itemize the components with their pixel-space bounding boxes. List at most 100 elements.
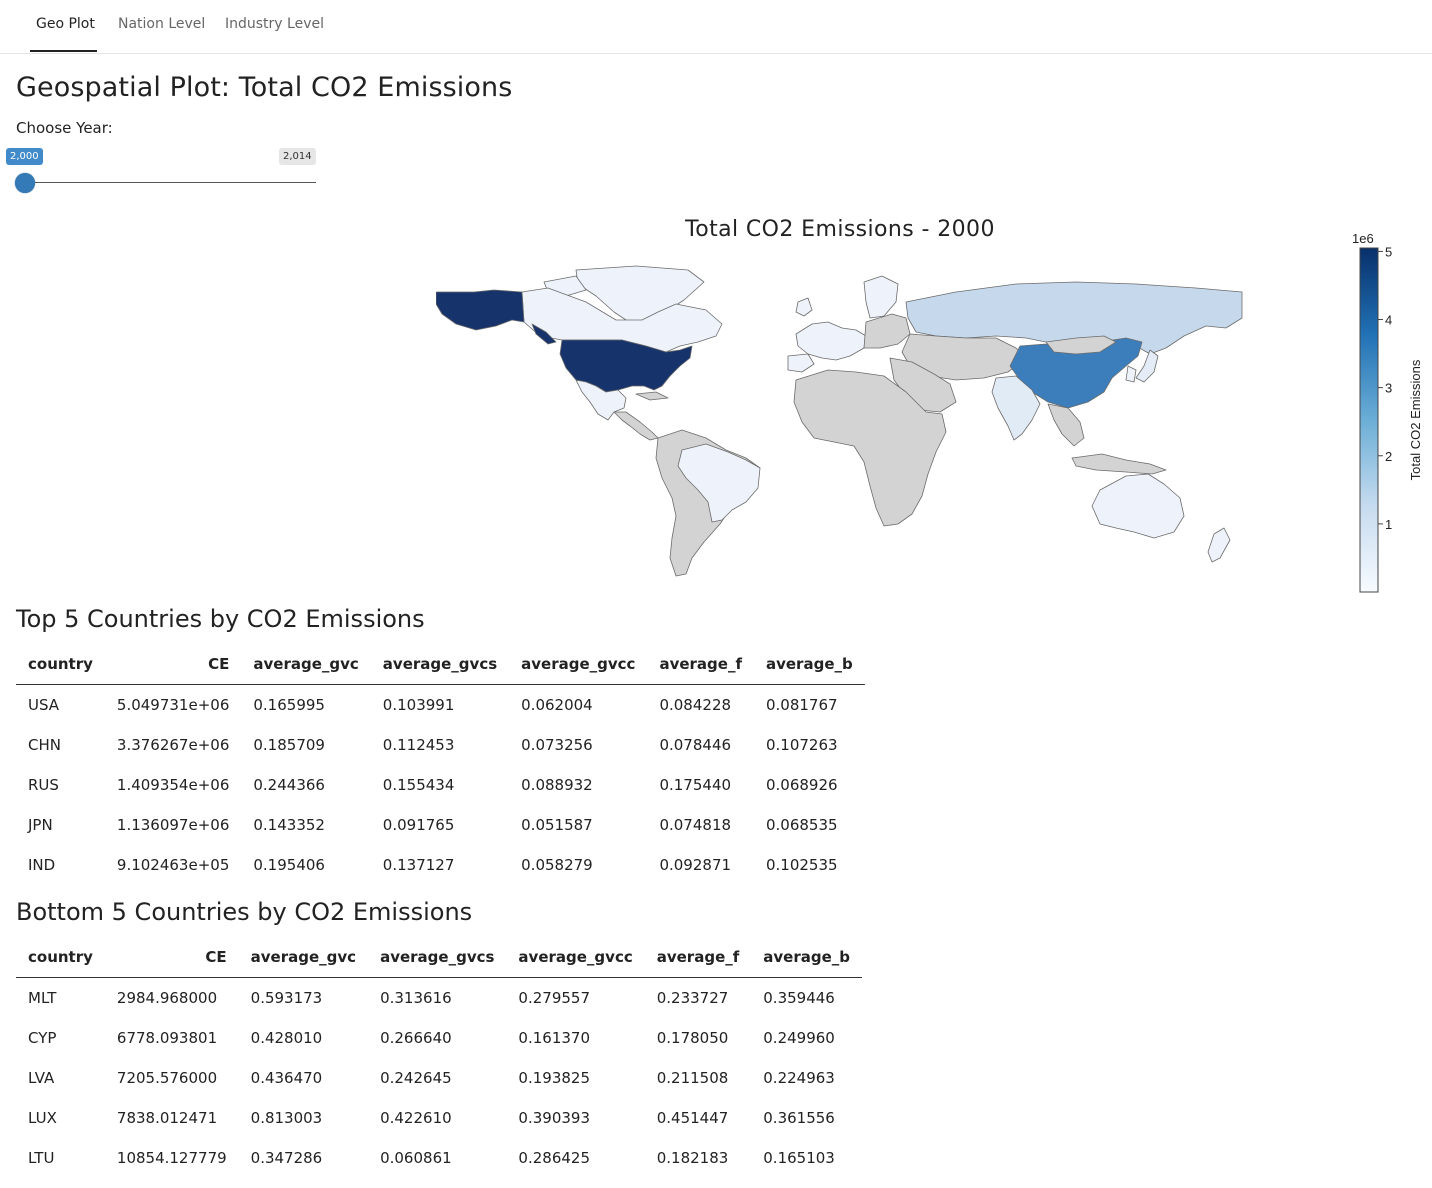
tab-geo-plot[interactable]: Geo Plot xyxy=(36,16,95,32)
map-caribbean xyxy=(635,391,669,401)
tab-nation-level[interactable]: Nation Level xyxy=(118,16,206,32)
active-tab-indicator xyxy=(30,50,97,52)
slider-value-label: 2,000 xyxy=(6,148,43,165)
table-cell-average_gvc: 0.593173 xyxy=(250,989,323,1007)
table-cell-average_f: 0.078446 xyxy=(659,736,732,754)
table-cell-average_f: 0.092871 xyxy=(659,856,732,874)
map-country-australia xyxy=(1091,473,1185,539)
table-cell-ce: 10854.127779 xyxy=(116,1149,227,1167)
map-title: Total CO2 Emissions - 2000 xyxy=(685,217,995,242)
column-header-average_b: average_b xyxy=(753,644,865,685)
column-header-average_gvcc: average_gvcc xyxy=(506,937,645,978)
column-header-country: country xyxy=(16,937,105,978)
colorbar-tick-label: 4 xyxy=(1385,313,1392,328)
table-cell-country: RUS xyxy=(28,776,59,794)
table-cell-average_gvcc: 0.062004 xyxy=(521,696,593,714)
table-cell-average_gvc: 0.185709 xyxy=(253,736,325,754)
table-cell-country: LTU xyxy=(28,1149,55,1167)
table-cell-country: IND xyxy=(28,856,56,874)
tab-industry-level[interactable]: Industry Level xyxy=(225,16,324,32)
map-central-america xyxy=(613,411,659,441)
table-cell-country: USA xyxy=(28,696,60,714)
table-row: IND 9.102463e+05 0.195406 0.137127 0.058279 0… xyxy=(16,845,865,885)
table-cell-average_b: 0.359446 xyxy=(763,989,835,1007)
world-map[interactable] xyxy=(436,262,1244,580)
table-cell-ce: 1.409354e+06 xyxy=(116,776,230,794)
table-cell-average_gvc: 0.165995 xyxy=(253,696,325,714)
table-cell-average_gvcs: 0.060861 xyxy=(380,1149,452,1167)
map-country-brazil[interactable] xyxy=(677,443,761,523)
column-header-average_gvcc: average_gvcc xyxy=(509,644,648,685)
table-cell-average_gvc: 0.436470 xyxy=(250,1069,323,1087)
table-cell-ce: 2984.968000 xyxy=(116,989,218,1007)
table-cell-average_gvcs: 0.137127 xyxy=(382,856,455,874)
colorbar-gradient xyxy=(1359,247,1379,593)
table-cell-average_gvcs: 0.091765 xyxy=(382,816,455,834)
table-row: LTU 10854.127779 0.347286 0.060861 0.286425 0… xyxy=(16,1138,862,1178)
map-iberia xyxy=(787,353,815,373)
column-header-average_f: average_f xyxy=(647,644,754,685)
column-header-average_b: average_b xyxy=(751,937,863,978)
table-cell-average_b: 0.249960 xyxy=(763,1029,835,1047)
map-country-india[interactable] xyxy=(991,375,1041,441)
table-cell-average_gvcs: 0.155434 xyxy=(382,776,455,794)
map-country-usa-alaska[interactable] xyxy=(436,289,525,331)
table-cell-average_gvcc: 0.073256 xyxy=(521,736,593,754)
table-row: LUX 7838.012471 0.813003 0.422610 0.390393 0.… xyxy=(16,1098,862,1138)
map-alaska-tail xyxy=(531,323,557,345)
table-cell-average_gvc: 0.143352 xyxy=(253,816,325,834)
map-country-korea xyxy=(1125,365,1137,383)
map-country-mexico[interactable] xyxy=(575,379,627,421)
table-row: LVA 7205.576000 0.436470 0.242645 0.193825 0.… xyxy=(16,1058,862,1098)
table-cell-average_f: 0.211508 xyxy=(656,1069,729,1087)
colorbar-title: Total CO2 Emissions xyxy=(1408,359,1423,480)
table-cell-average_gvcc: 0.279557 xyxy=(518,989,590,1007)
table-cell-average_gvcs: 0.242645 xyxy=(380,1069,452,1087)
table-cell-average_f: 0.084228 xyxy=(659,696,732,714)
table-row: JPN 1.136097e+06 0.143352 0.091765 0.051587 0… xyxy=(16,805,865,845)
column-header-country: country xyxy=(16,644,105,685)
table-cell-average_f: 0.178050 xyxy=(656,1029,729,1047)
colorbar: 1e6 1 2 3 4 5 Total CO2 Emissions xyxy=(1352,231,1423,593)
table-cell-average_gvcc: 0.051587 xyxy=(521,816,593,834)
table-cell-average_f: 0.175440 xyxy=(659,776,732,794)
page-title: Geospatial Plot: Total CO2 Emissions xyxy=(16,72,513,103)
table-cell-country: CHN xyxy=(28,736,61,754)
table-row: CYP 6778.093801 0.428010 0.266640 0.161370 0.… xyxy=(16,1018,862,1058)
table-cell-country: CYP xyxy=(28,1029,57,1047)
top-countries-table: country CE average_gvc average_gvcs average_… xyxy=(16,644,865,885)
table-cell-ce: 6778.093801 xyxy=(116,1029,218,1047)
table-row: MLT 2984.968000 0.593173 0.313616 0.279557 0.… xyxy=(16,978,862,1019)
slider-handle[interactable] xyxy=(15,173,35,193)
bottom-table-title: Bottom 5 Countries by CO2 Emissions xyxy=(16,898,473,926)
map-country-mongolia xyxy=(1045,335,1117,355)
bottom-countries-table: country CE average_gvc average_gvcs average_… xyxy=(16,937,863,1178)
year-slider-label: Choose Year: xyxy=(16,119,113,137)
table-cell-average_gvcc: 0.193825 xyxy=(518,1069,590,1087)
table-row: USA 5.049731e+06 0.165995 0.103991 0.062004 0… xyxy=(16,685,865,726)
map-scandinavia xyxy=(863,275,899,319)
colorbar-tick-label: 1 xyxy=(1385,517,1392,532)
table-cell-average_b: 0.068926 xyxy=(765,776,838,794)
table-cell-ce: 5.049731e+06 xyxy=(116,696,230,714)
table-cell-average_b: 0.081767 xyxy=(765,696,838,714)
table-cell-average_gvcs: 0.266640 xyxy=(380,1029,452,1047)
table-cell-average_gvc: 0.347286 xyxy=(250,1149,323,1167)
table-cell-ce: 9.102463e+05 xyxy=(116,856,230,874)
map-country-japan[interactable] xyxy=(1135,349,1159,383)
table-cell-average_b: 0.068535 xyxy=(765,816,838,834)
table-row: RUS 1.409354e+06 0.244366 0.155434 0.088932 0… xyxy=(16,765,865,805)
tab-bar: Geo Plot Nation Level Industry Level xyxy=(0,0,1432,54)
table-cell-average_b: 0.224963 xyxy=(763,1069,835,1087)
colorbar-exponent: 1e6 xyxy=(1352,231,1374,246)
slider-track[interactable] xyxy=(26,182,316,183)
table-cell-average_gvcs: 0.103991 xyxy=(382,696,455,714)
table-cell-average_gvcc: 0.058279 xyxy=(521,856,593,874)
table-cell-average_b: 0.102535 xyxy=(765,856,838,874)
table-cell-ce: 1.136097e+06 xyxy=(116,816,230,834)
colorbar-tick-label: 2 xyxy=(1385,449,1392,464)
colorbar-ticks: 1 2 3 4 5 xyxy=(1378,244,1392,532)
table-cell-ce: 3.376267e+06 xyxy=(116,736,230,754)
column-header-ce: CE xyxy=(104,644,242,685)
table-cell-average_gvc: 0.195406 xyxy=(253,856,325,874)
